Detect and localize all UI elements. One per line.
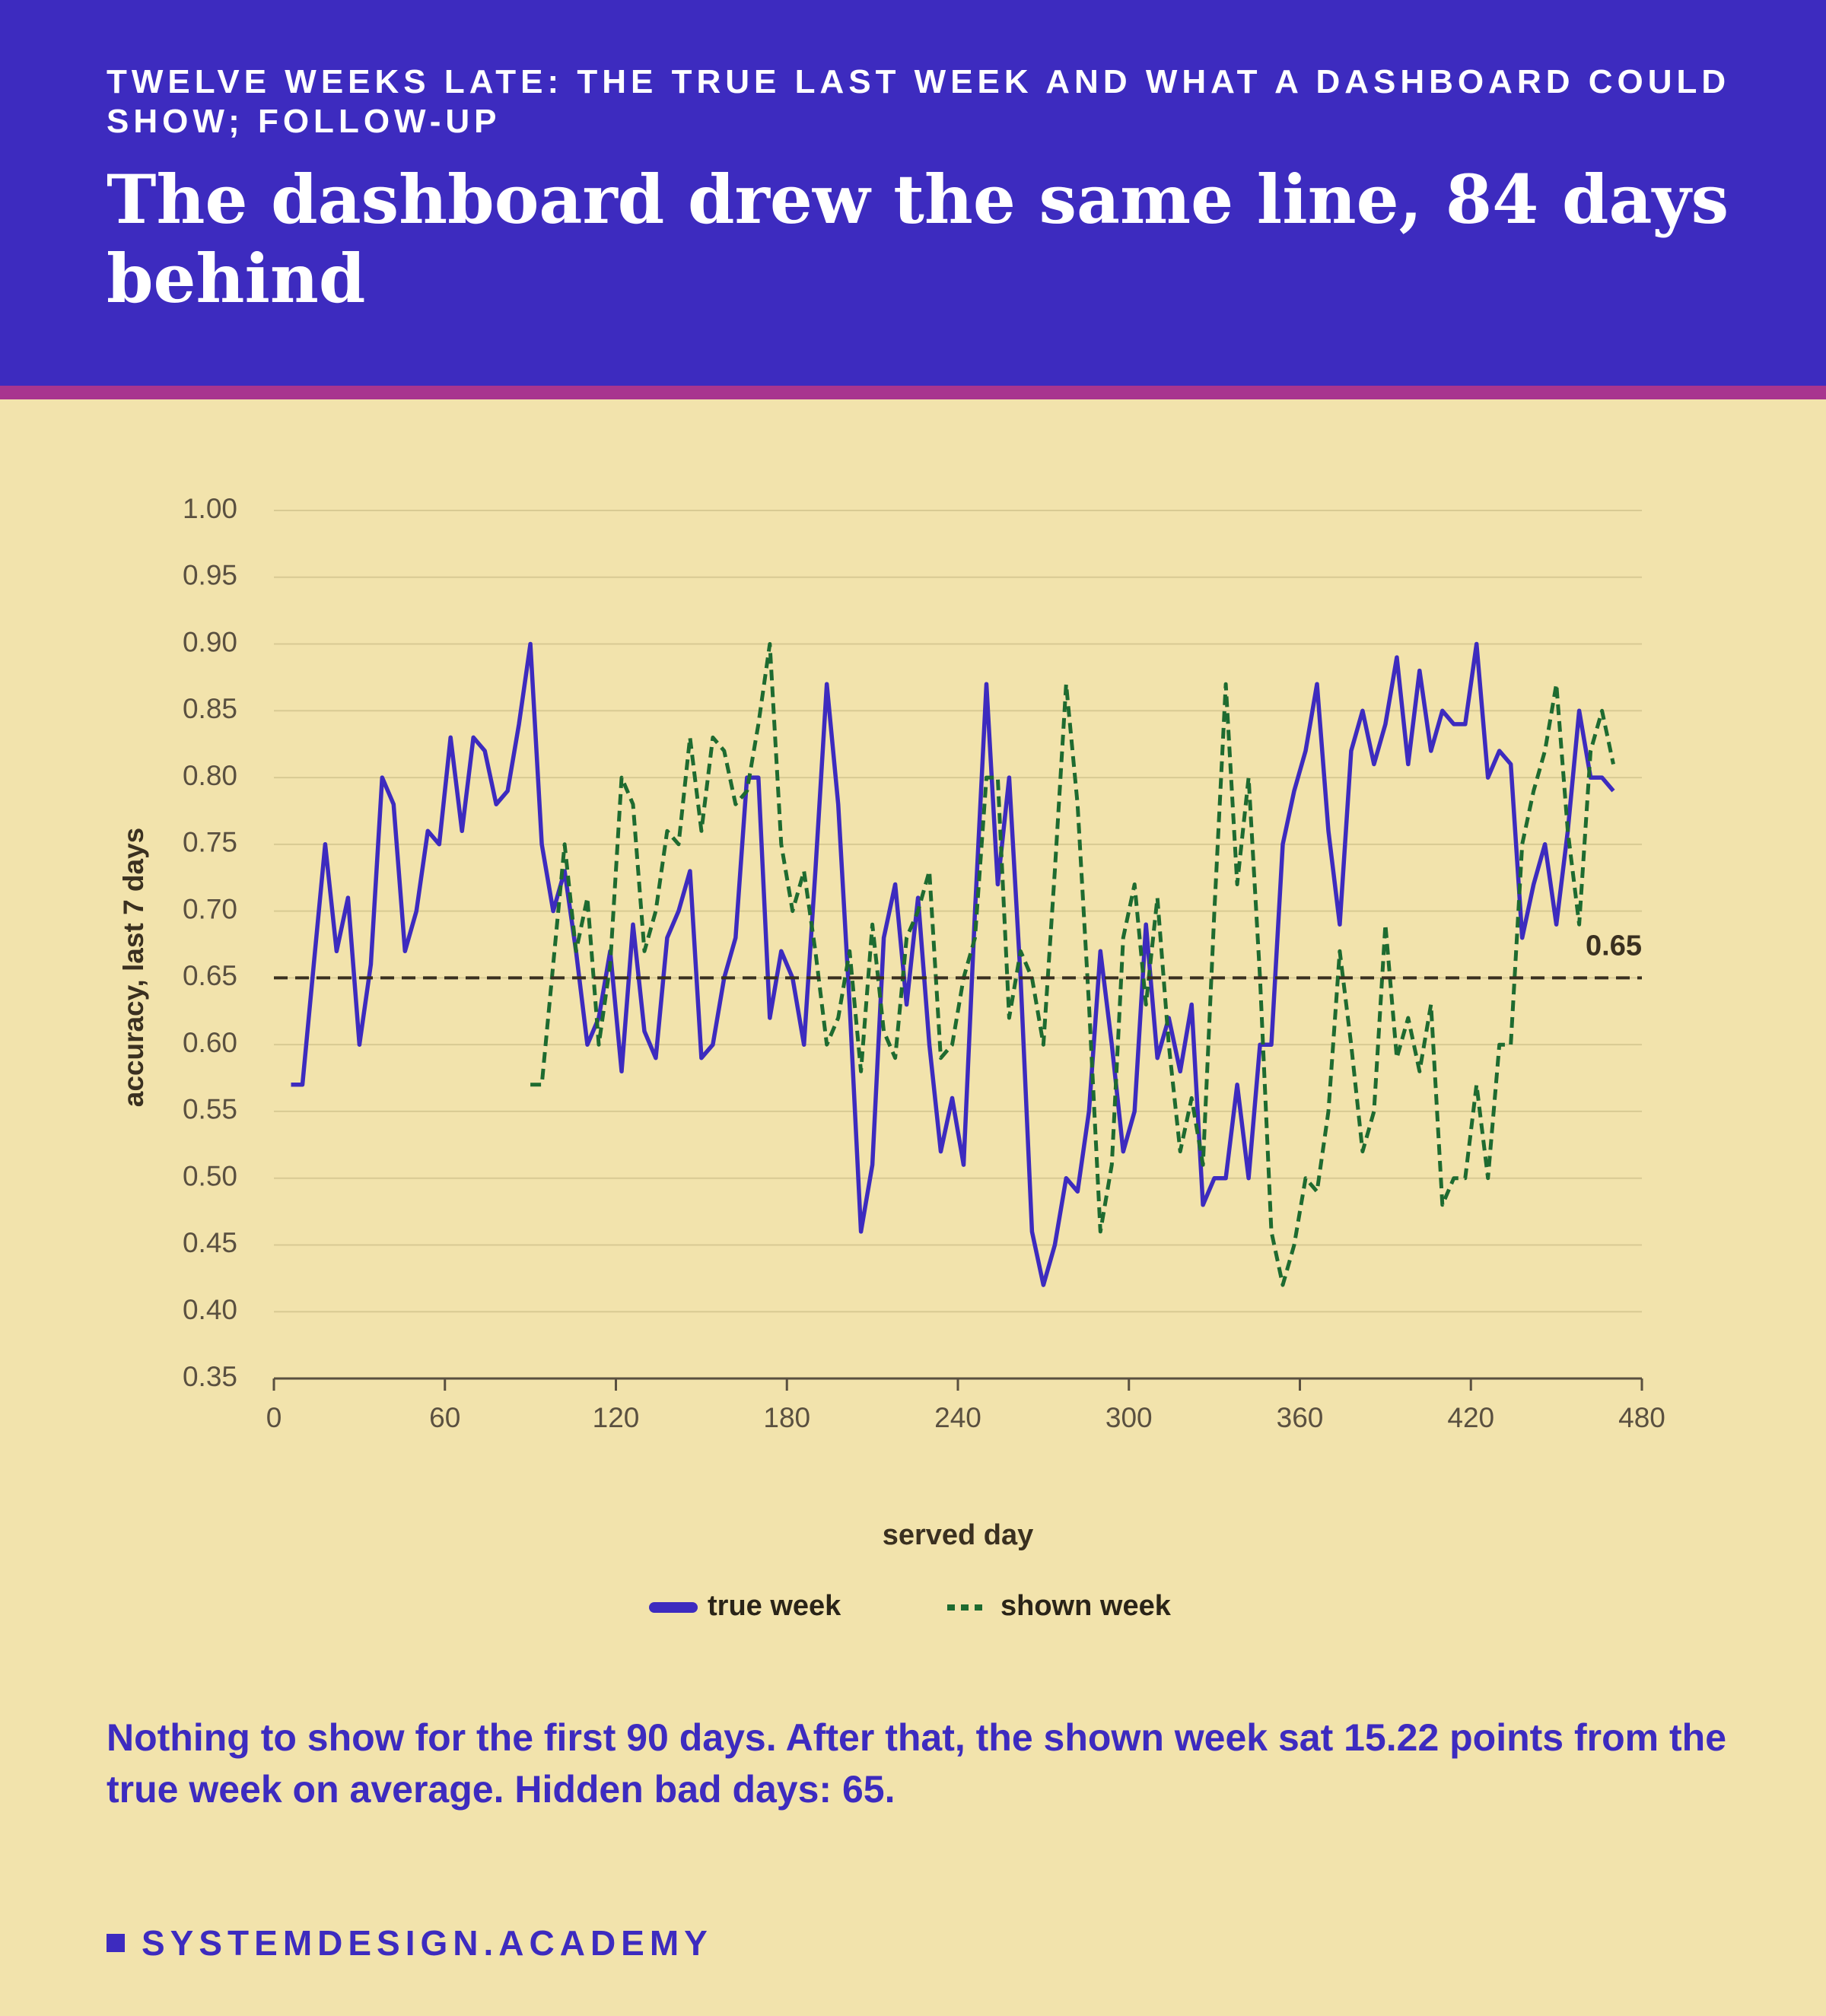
- y-tick-label: 1.00: [183, 493, 237, 524]
- y-tick-label: 0.70: [183, 893, 237, 924]
- header-band: [0, 0, 1826, 386]
- x-tick-label: 120: [593, 1402, 640, 1433]
- chart-title: The dashboard drew the same line, 84 day…: [107, 160, 1729, 318]
- caption: Nothing to show for the first 90 days. A…: [107, 1716, 1727, 1811]
- threshold-label: 0.65: [1586, 930, 1642, 962]
- footer-mark: [107, 1934, 125, 1952]
- footer-text: SYSTEMDESIGN.ACADEMY: [142, 1923, 713, 1963]
- legend-label: shown week: [1000, 1590, 1172, 1622]
- y-axis-label: accuracy, last 7 days: [118, 828, 149, 1108]
- x-axis-label: served day: [883, 1519, 1034, 1551]
- y-tick-label: 0.60: [183, 1027, 237, 1058]
- series-line: [291, 641, 1615, 1287]
- x-tick-label: 240: [934, 1402, 981, 1433]
- y-tick-label: 0.85: [183, 693, 237, 724]
- y-tick-label: 0.45: [183, 1227, 237, 1258]
- x-tick-label: 360: [1277, 1402, 1324, 1433]
- x-tick-label: 480: [1618, 1402, 1665, 1433]
- y-tick-label: 0.80: [183, 760, 237, 791]
- header-stripe: [0, 386, 1826, 399]
- y-tick-label: 0.65: [183, 960, 237, 991]
- x-tick-label: 300: [1105, 1402, 1153, 1433]
- series-line: [530, 642, 1615, 1287]
- y-tick-label: 0.55: [183, 1094, 237, 1125]
- x-tick-label: 60: [429, 1402, 460, 1433]
- y-tick-label: 0.90: [183, 626, 237, 657]
- footer: SYSTEMDESIGN.ACADEMY: [107, 1922, 713, 1964]
- legend-label: true week: [708, 1590, 841, 1622]
- y-tick-label: 0.50: [183, 1160, 237, 1191]
- supertitle: TWELVE WEEKS LATE: THE TRUE LAST WEEK AN…: [107, 63, 1731, 140]
- y-tick-label: 0.75: [183, 827, 237, 858]
- x-tick-label: 420: [1447, 1402, 1494, 1433]
- y-tick-label: 0.35: [183, 1361, 237, 1392]
- x-tick-label: 180: [763, 1402, 810, 1433]
- y-tick-label: 0.95: [183, 560, 237, 591]
- x-tick-label: 0: [266, 1402, 282, 1433]
- y-tick-label: 0.40: [183, 1294, 237, 1325]
